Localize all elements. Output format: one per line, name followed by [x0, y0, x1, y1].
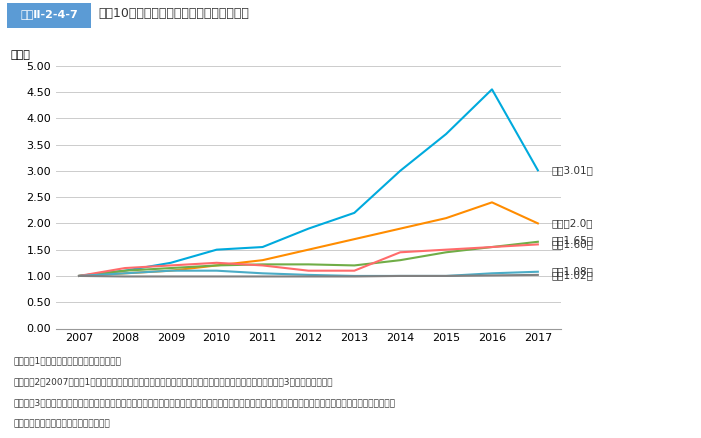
Text: 図表Ⅱ-2-4-7: 図表Ⅱ-2-4-7: [20, 9, 78, 19]
Text: 較には自ずと限界がある。: 較には自ずと限界がある。: [14, 420, 111, 429]
Y-axis label: （倍）: （倍）: [11, 50, 31, 60]
FancyBboxPatch shape: [7, 3, 91, 28]
Text: 韓国1.65倍: 韓国1.65倍: [552, 235, 594, 245]
Text: 豪州1.60倍: 豪州1.60倍: [552, 240, 594, 249]
Text: 最近10年間における周辺国の国防費の変化: 最近10年間における周辺国の国防費の変化: [98, 7, 249, 20]
Text: 2　2007年度を1とし、各年の国防費との比率を単純計算した場合の数値（倍）である（小数点第3位を四捨五入）。: 2 2007年度を1とし、各年の国防費との比率を単純計算した場合の数値（倍）であ…: [14, 377, 334, 386]
Text: 日本1.02倍: 日本1.02倍: [552, 270, 594, 280]
Text: ロシア2.0倍: ロシア2.0倍: [552, 219, 593, 228]
Text: （注）　1　各国発表の国防費をもとに作成: （注） 1 各国発表の国防費をもとに作成: [14, 356, 122, 365]
Text: 3　各国の国防費については、その定義・内訳が必ずしも明らかでない場合があり、また、数値（倍）や物価水準などの諸要素を勘案すると、その比: 3 各国の国防費については、その定義・内訳が必ずしも明らかでない場合があり、また…: [14, 399, 396, 407]
Text: 中国3.01倍: 中国3.01倍: [552, 165, 594, 175]
Text: 米国1.08倍: 米国1.08倍: [552, 266, 594, 276]
